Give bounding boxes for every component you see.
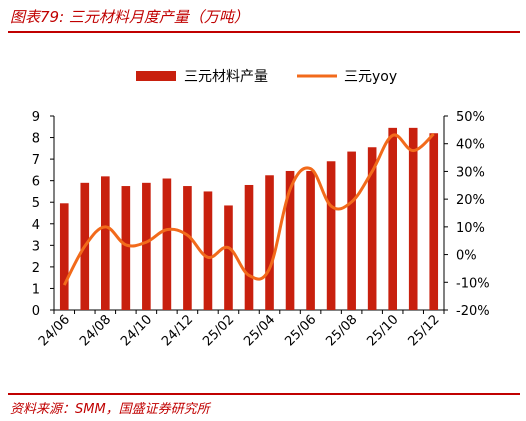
bar (429, 133, 439, 310)
bar (408, 127, 418, 310)
legend-line-label: 三元yoy (344, 69, 397, 85)
legend-bar-label: 三元材料产量 (184, 69, 268, 85)
y-right-tick-label: 50% (456, 110, 485, 125)
title-rule (8, 31, 520, 33)
bar-series (59, 127, 439, 310)
y-left-tick-label: 0 (32, 304, 40, 319)
x-tick-label: 25/12 (405, 312, 442, 349)
y-right-tick-label: -20% (456, 304, 490, 319)
y-left-tick-label: 5 (32, 196, 40, 211)
bar (142, 182, 151, 310)
x-tick-label: 24/08 (77, 312, 114, 349)
y-right-tick-label: -10% (456, 276, 490, 291)
x-tick-label: 24/12 (159, 312, 196, 349)
y-left-tick-label: 2 (32, 261, 40, 276)
y-left-tick-label: 9 (32, 110, 40, 125)
y-right-tick-label: 0% (456, 249, 477, 264)
x-tick-label: 25/06 (282, 312, 319, 349)
bar (326, 161, 336, 310)
bar (224, 205, 233, 310)
bar (183, 186, 192, 310)
bar (265, 175, 274, 310)
y-left-tick-label: 8 (32, 132, 40, 147)
bar (162, 178, 172, 310)
bar (306, 170, 315, 310)
bar (347, 151, 356, 310)
x-tick-label: 25/10 (364, 312, 401, 349)
y-right-tick-label: 40% (456, 138, 485, 153)
x-tick-label: 24/06 (36, 312, 73, 349)
bar (121, 186, 131, 310)
y-right-tick-label: 30% (456, 165, 485, 180)
source-rule (8, 393, 520, 395)
line-series (62, 132, 435, 286)
legend: 三元材料产量 三元yoy (136, 69, 397, 85)
y-left-tick-label: 1 (32, 282, 40, 297)
bar (285, 170, 295, 310)
bar (244, 184, 254, 310)
bar (101, 176, 110, 310)
bar (367, 147, 377, 310)
bar (59, 203, 69, 310)
y-left-tick-label: 3 (32, 239, 40, 254)
bar (203, 191, 213, 310)
source-note: 资料来源：SMM，国盛证券研究所 (10, 402, 210, 417)
legend-bar-swatch (136, 71, 176, 81)
x-tick-label: 24/10 (118, 312, 155, 349)
y-right-tick-label: 20% (456, 193, 485, 208)
x-tick-label: 25/04 (241, 312, 278, 349)
y-left-tick-label: 4 (32, 218, 40, 233)
y-left-tick-label: 6 (32, 175, 40, 190)
figure-title: 图表79: 三元材料月度产量（万吨） (10, 8, 249, 26)
y-left-tick-label: 7 (32, 153, 40, 168)
bar (388, 127, 397, 310)
x-tick-label: 25/02 (200, 312, 237, 349)
y-right-tick-label: 10% (456, 221, 485, 236)
x-tick-label: 25/08 (323, 312, 360, 349)
